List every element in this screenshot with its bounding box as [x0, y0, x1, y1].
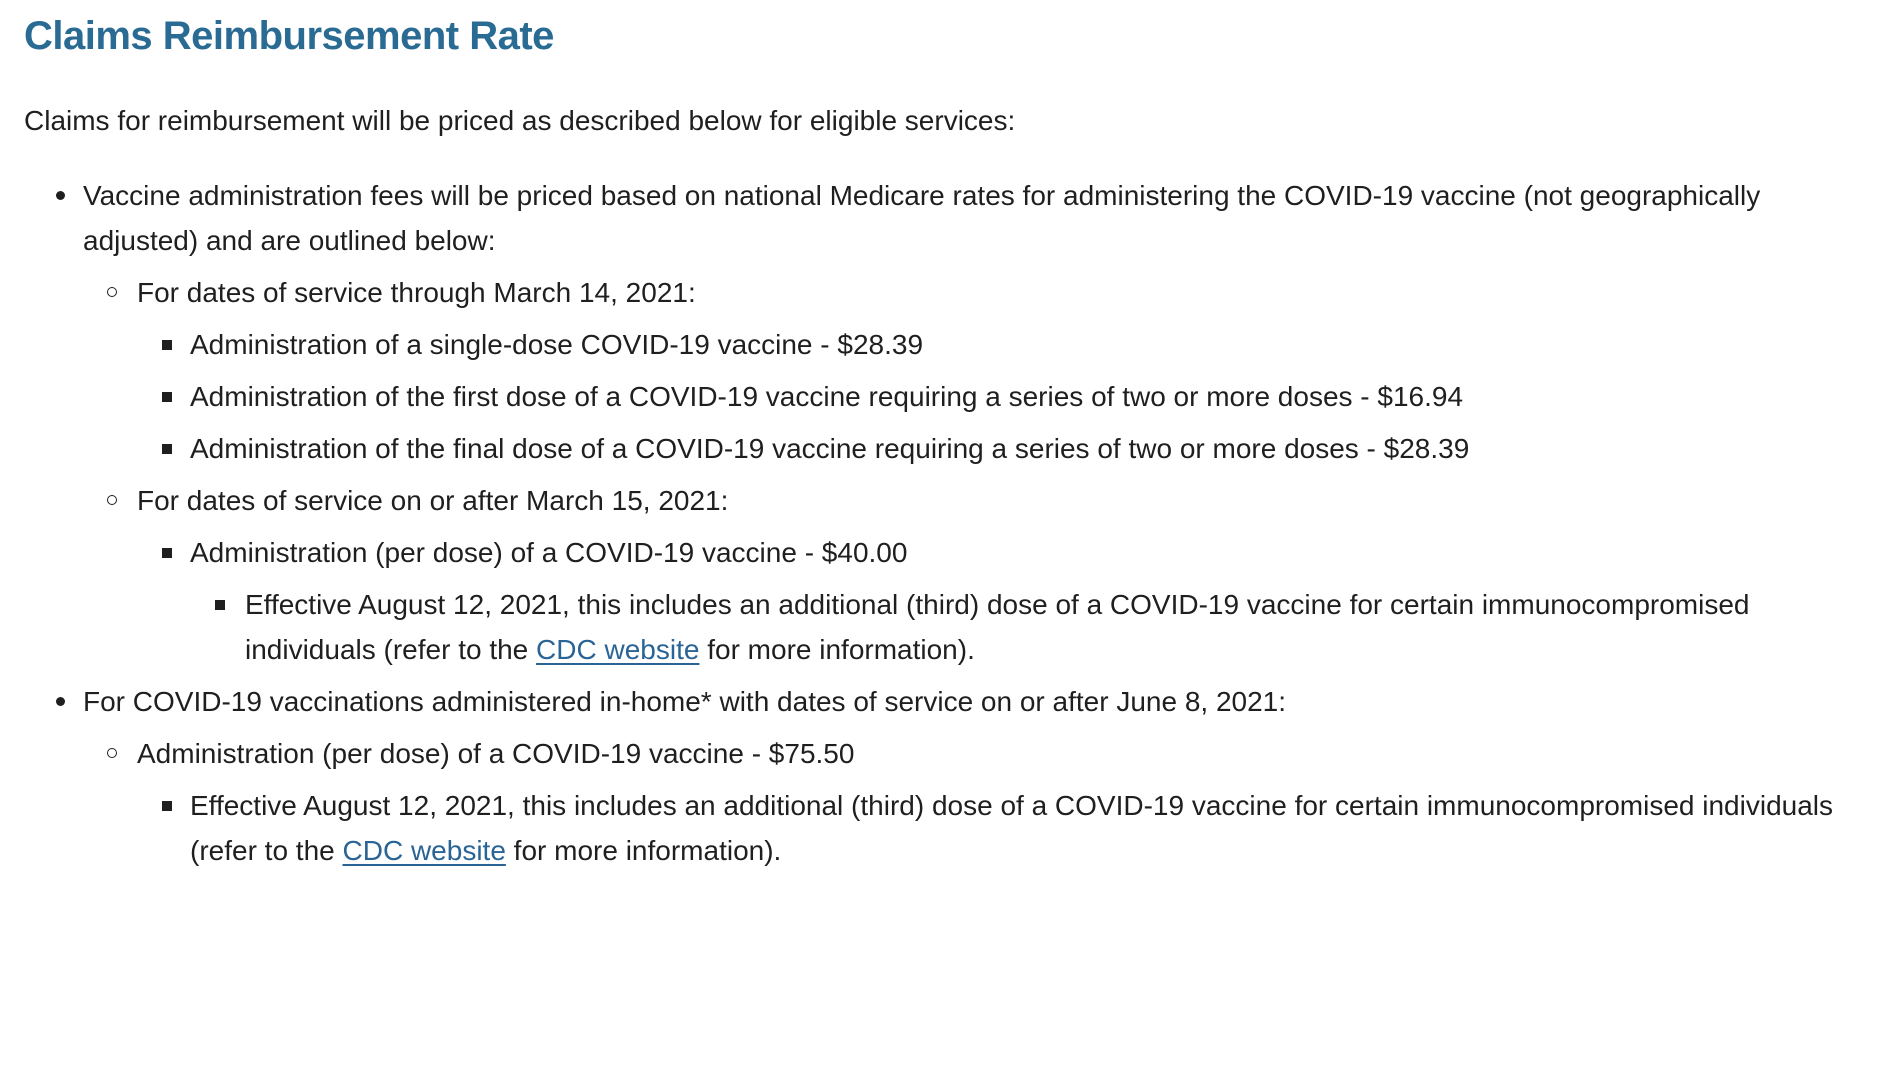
list-item-text: For dates of service on or after March 1…	[137, 485, 729, 516]
list-item-first-dose-rate: Administration of the first dose of a CO…	[162, 374, 1862, 419]
list-item-text: Effective August 12, 2021, this includes…	[190, 790, 1834, 866]
list-item-text: Administration (per dose) of a COVID-19 …	[137, 738, 855, 769]
list-item-text: Vaccine administration fees will be pric…	[83, 180, 1761, 256]
cdc-website-link[interactable]: CDC website	[342, 835, 506, 866]
list-item-text: for more information).	[505, 835, 782, 866]
in-home-sublist: Administration (per dose) of a COVID-19 …	[83, 731, 1862, 873]
in-home-note-sublist: Effective August 12, 2021, this includes…	[137, 783, 1862, 873]
list-item-text: Administration of a single-dose COVID-19…	[190, 329, 924, 360]
list-item-text: for more information).	[699, 634, 975, 665]
cdc-website-link[interactable]: CDC website	[536, 634, 700, 665]
list-item-effective-note: Effective August 12, 2021, this includes…	[215, 582, 1862, 672]
list-item-effective-note: Effective August 12, 2021, this includes…	[162, 783, 1862, 873]
through-march14-sublist: Administration of a single-dose COVID-19…	[137, 322, 1862, 471]
list-item-text: For COVID-19 vaccinations administered i…	[83, 686, 1287, 717]
after-march15-sublist: Administration (per dose) of a COVID-19 …	[137, 530, 1862, 672]
list-item-final-dose-rate: Administration of the final dose of a CO…	[162, 426, 1862, 471]
list-item-text: Administration (per dose) of a COVID-19 …	[190, 537, 908, 568]
list-item-text: Administration of the first dose of a CO…	[190, 381, 1464, 412]
list-item-text: Effective August 12, 2021, this includes…	[245, 589, 1750, 665]
reimbursement-list: Vaccine administration fees will be pric…	[24, 173, 1862, 873]
list-item-in-home: For COVID-19 vaccinations administered i…	[56, 679, 1862, 873]
per-dose-note-sublist: Effective August 12, 2021, this includes…	[190, 582, 1862, 672]
page-title: Claims Reimbursement Rate	[24, 14, 554, 58]
list-item-vaccine-admin-fees: Vaccine administration fees will be pric…	[56, 173, 1862, 672]
claims-reimbursement-section: Claims Reimbursement Rate Claims for rei…	[24, 14, 1862, 873]
intro-paragraph: Claims for reimbursement will be priced …	[24, 105, 1016, 136]
list-item-through-march14: For dates of service through March 14, 2…	[107, 270, 1862, 471]
list-item-text: Administration of the final dose of a CO…	[190, 433, 1470, 464]
list-item-single-dose-rate: Administration of a single-dose COVID-19…	[162, 322, 1862, 367]
vaccine-fees-sublist: For dates of service through March 14, 2…	[83, 270, 1862, 672]
list-item-after-march15: For dates of service on or after March 1…	[107, 478, 1862, 672]
list-item-in-home-per-dose-rate: Administration (per dose) of a COVID-19 …	[107, 731, 1862, 873]
list-item-per-dose-rate: Administration (per dose) of a COVID-19 …	[162, 530, 1862, 672]
list-item-text: For dates of service through March 14, 2…	[137, 277, 696, 308]
